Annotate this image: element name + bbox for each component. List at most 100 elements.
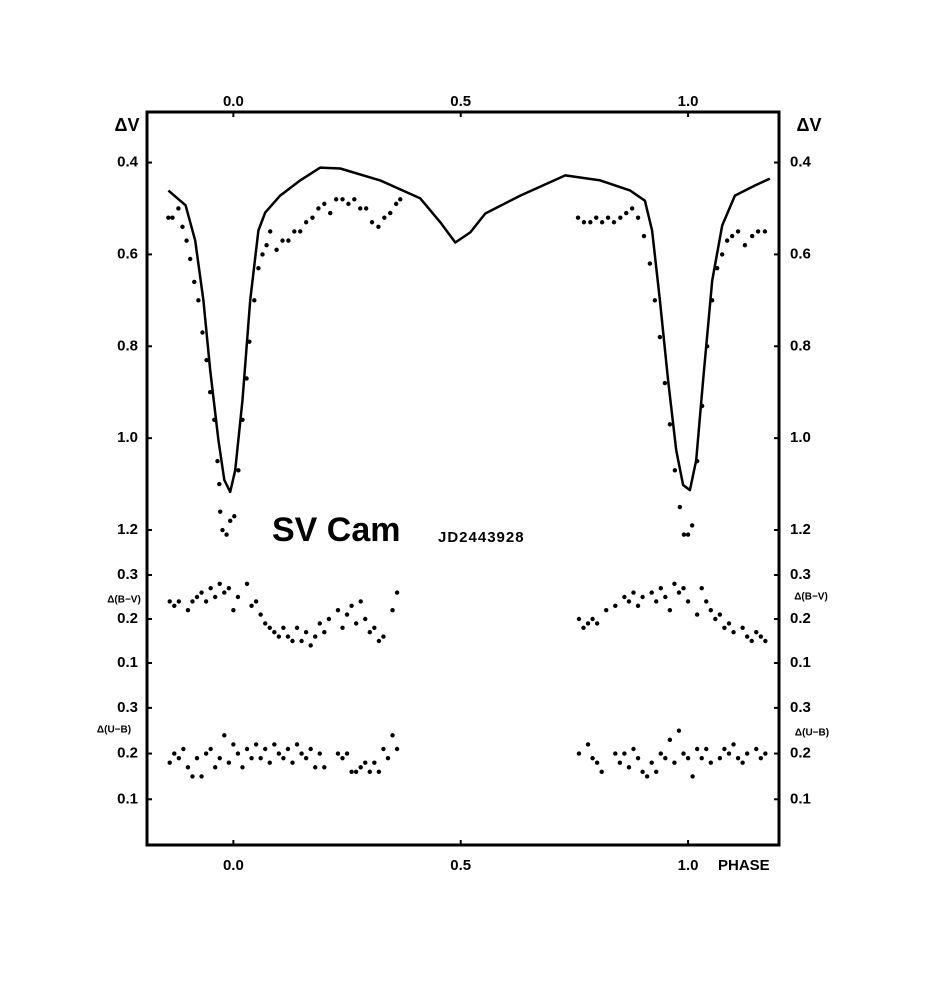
data-point <box>299 638 304 644</box>
data-point <box>298 229 303 234</box>
data-point <box>742 243 748 248</box>
x-tick-label: 1.0 <box>678 93 699 110</box>
data-point <box>166 215 171 220</box>
data-point <box>322 765 327 770</box>
data-point <box>694 458 700 464</box>
data-point <box>353 621 359 626</box>
data-point <box>232 514 237 519</box>
data-point <box>190 774 195 779</box>
data-point <box>613 603 618 608</box>
data-point <box>184 238 189 243</box>
data-point <box>220 527 225 533</box>
data-point <box>176 755 182 761</box>
y-tick-label: 0.3 <box>117 566 138 583</box>
data-point <box>626 599 632 604</box>
data-point <box>185 608 191 613</box>
data-point <box>647 261 653 266</box>
data-point <box>699 403 705 409</box>
data-point <box>581 625 586 630</box>
data-point <box>644 774 650 779</box>
data-point <box>194 594 200 600</box>
data-point <box>260 252 265 257</box>
data-point <box>192 279 197 285</box>
data-point <box>605 215 611 220</box>
data-point <box>235 594 241 600</box>
data-point <box>180 224 185 230</box>
data-point <box>681 751 686 756</box>
data-point <box>228 518 233 524</box>
data-point <box>713 616 718 622</box>
y-tick-label: 0.1 <box>790 654 811 671</box>
data-point <box>731 630 736 635</box>
data-point <box>335 751 341 756</box>
data-point <box>667 737 673 743</box>
data-point <box>694 612 700 617</box>
data-point <box>222 733 227 738</box>
data-point <box>203 751 209 756</box>
data-point <box>722 625 727 630</box>
y-tick-label: 0.2 <box>117 610 138 627</box>
y-tick-label: 1.0 <box>790 429 811 446</box>
data-point <box>217 481 222 487</box>
data-point <box>629 206 635 211</box>
data-point <box>735 755 741 761</box>
data-point <box>663 755 668 761</box>
data-point <box>617 760 623 765</box>
data-point <box>258 755 263 761</box>
data-point <box>340 755 345 761</box>
data-point <box>258 612 263 617</box>
data-point <box>622 751 627 756</box>
data-point <box>303 755 309 761</box>
data-point <box>622 594 627 600</box>
data-point <box>744 634 750 639</box>
data-point <box>187 256 193 262</box>
data-point <box>393 201 399 207</box>
data-point <box>594 215 599 220</box>
data-point <box>367 630 372 635</box>
data-point <box>581 220 587 225</box>
data-point <box>231 608 236 613</box>
data-point <box>240 417 245 422</box>
model-curve <box>167 166 771 494</box>
data-point <box>226 586 232 591</box>
data-point <box>576 751 582 756</box>
data-point <box>708 760 713 765</box>
data-point <box>704 344 710 349</box>
data-point <box>280 238 285 243</box>
data-point <box>190 599 195 604</box>
y-tick-label: 0.3 <box>117 699 138 716</box>
y-tick-label: 1.0 <box>117 429 138 446</box>
y-axis-label: Δ(U−B) <box>97 725 131 736</box>
data-point <box>681 532 687 537</box>
x-tick-label: 0.5 <box>450 857 471 874</box>
data-point <box>208 390 213 395</box>
data-point <box>676 590 682 595</box>
data-point <box>294 625 300 630</box>
data-point <box>658 751 663 756</box>
y-tick-label: 0.1 <box>117 654 138 671</box>
data-point <box>322 630 327 635</box>
data-point <box>394 590 400 595</box>
data-point <box>667 608 673 613</box>
data-point <box>376 769 382 775</box>
data-point <box>367 769 372 775</box>
data-point <box>313 765 318 770</box>
data-point <box>167 599 172 604</box>
data-point <box>390 608 395 613</box>
data-point <box>699 586 704 591</box>
data-point <box>585 742 591 747</box>
data-point <box>316 206 321 211</box>
data-point <box>749 233 755 239</box>
data-point <box>672 581 677 586</box>
data-point <box>222 590 227 595</box>
data-point <box>672 760 677 765</box>
data-point <box>394 746 400 752</box>
data-point <box>631 746 636 752</box>
y-tick-label: 1.2 <box>117 521 138 538</box>
data-point <box>340 625 345 630</box>
frame <box>145 110 781 847</box>
data-point <box>649 590 654 595</box>
data-point <box>253 599 259 604</box>
data-point <box>244 746 250 752</box>
